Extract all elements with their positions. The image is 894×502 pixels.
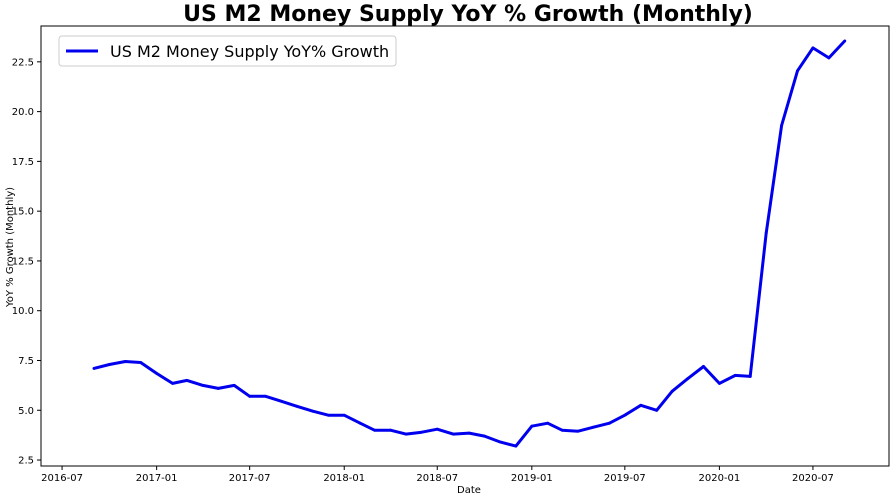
data-point — [107, 363, 111, 366]
y-tick-label: 12.5 — [12, 256, 34, 267]
data-point — [499, 440, 502, 444]
y-tick-label: 5.0 — [18, 406, 34, 417]
data-point — [326, 413, 330, 417]
data-point — [358, 421, 362, 425]
legend-box — [58, 35, 397, 67]
data-point — [592, 425, 595, 429]
y-tick-label: 10.0 — [12, 306, 34, 317]
data-point — [514, 444, 518, 448]
chart-title: US M2 Money Supply YoY % Growth (Monthly… — [183, 2, 753, 27]
data-point — [718, 381, 721, 385]
data-point — [389, 428, 392, 432]
y-tick-label: 15.0 — [12, 207, 34, 218]
data-point — [639, 403, 643, 407]
data-point — [216, 386, 220, 390]
data-point — [92, 367, 96, 370]
data-point — [451, 432, 455, 436]
y-tick-label: 7.5 — [18, 356, 34, 367]
data-point — [311, 409, 315, 413]
series-layer — [92, 39, 847, 448]
data-point — [843, 39, 847, 43]
x-tick-label: 2018-07 — [416, 473, 458, 484]
data-point — [655, 408, 659, 412]
data-point — [576, 429, 580, 433]
data-point — [560, 428, 564, 432]
x-tick-label: 2019-07 — [604, 473, 646, 484]
x-tick-label: 2020-07 — [792, 473, 834, 484]
data-point — [623, 413, 627, 417]
data-point — [733, 374, 737, 377]
y-axis-ticks: 2.5 5.0 7.5 10.0 12.5 15.0 17.5 20.0 22.5 — [12, 57, 41, 467]
x-axis-ticks: 2016-07 2017-01 2017-07 2018-01 2018-07 2019-… — [41, 466, 834, 484]
data-point — [420, 430, 424, 434]
data-point — [796, 69, 799, 73]
data-point — [435, 427, 439, 431]
y-tick-label: 2.5 — [18, 456, 34, 467]
x-tick-label: 2016-07 — [41, 473, 83, 484]
data-point — [155, 372, 159, 375]
legend: US M2 Money Supply YoY% Growth — [58, 35, 397, 67]
data-point — [295, 404, 299, 408]
data-point — [748, 375, 752, 378]
y-tick-label: 17.5 — [12, 157, 34, 168]
data-point — [764, 231, 768, 235]
data-point — [780, 124, 783, 127]
data-point — [373, 428, 376, 432]
data-point — [811, 46, 815, 50]
data-point — [201, 383, 205, 387]
data-point — [467, 431, 471, 435]
data-point — [670, 389, 674, 393]
data-point — [264, 394, 267, 398]
y-axis-label: YoY % Growth (Monthly) — [5, 187, 16, 308]
x-tick-label: 2019-01 — [511, 473, 553, 484]
data-point — [171, 381, 174, 385]
data-point — [686, 376, 690, 380]
data-point — [232, 383, 236, 387]
y-tick-label: 22.5 — [12, 57, 34, 68]
y-tick-label: 20.0 — [12, 107, 34, 118]
data-point — [342, 413, 346, 417]
data-point — [280, 399, 283, 403]
x-tick-label: 2017-01 — [136, 473, 178, 484]
data-point — [185, 378, 189, 382]
data-point — [404, 432, 408, 436]
plot-frame — [40, 25, 890, 467]
x-tick-label: 2020-01 — [699, 473, 741, 484]
data-point — [827, 56, 831, 60]
x-tick-label: 2018-01 — [323, 473, 365, 484]
x-tick-label: 2017-07 — [229, 473, 271, 484]
data-point — [248, 394, 252, 398]
x-axis-label: Date — [457, 485, 481, 496]
legend-label: US M2 Money Supply YoY% Growth — [110, 42, 389, 61]
series-line — [93, 39, 846, 448]
data-point — [483, 434, 486, 438]
data-point — [530, 424, 534, 428]
data-point — [123, 360, 127, 363]
data-point — [608, 421, 611, 425]
data-point — [546, 421, 550, 425]
data-point — [702, 365, 705, 368]
data-point — [139, 361, 143, 364]
